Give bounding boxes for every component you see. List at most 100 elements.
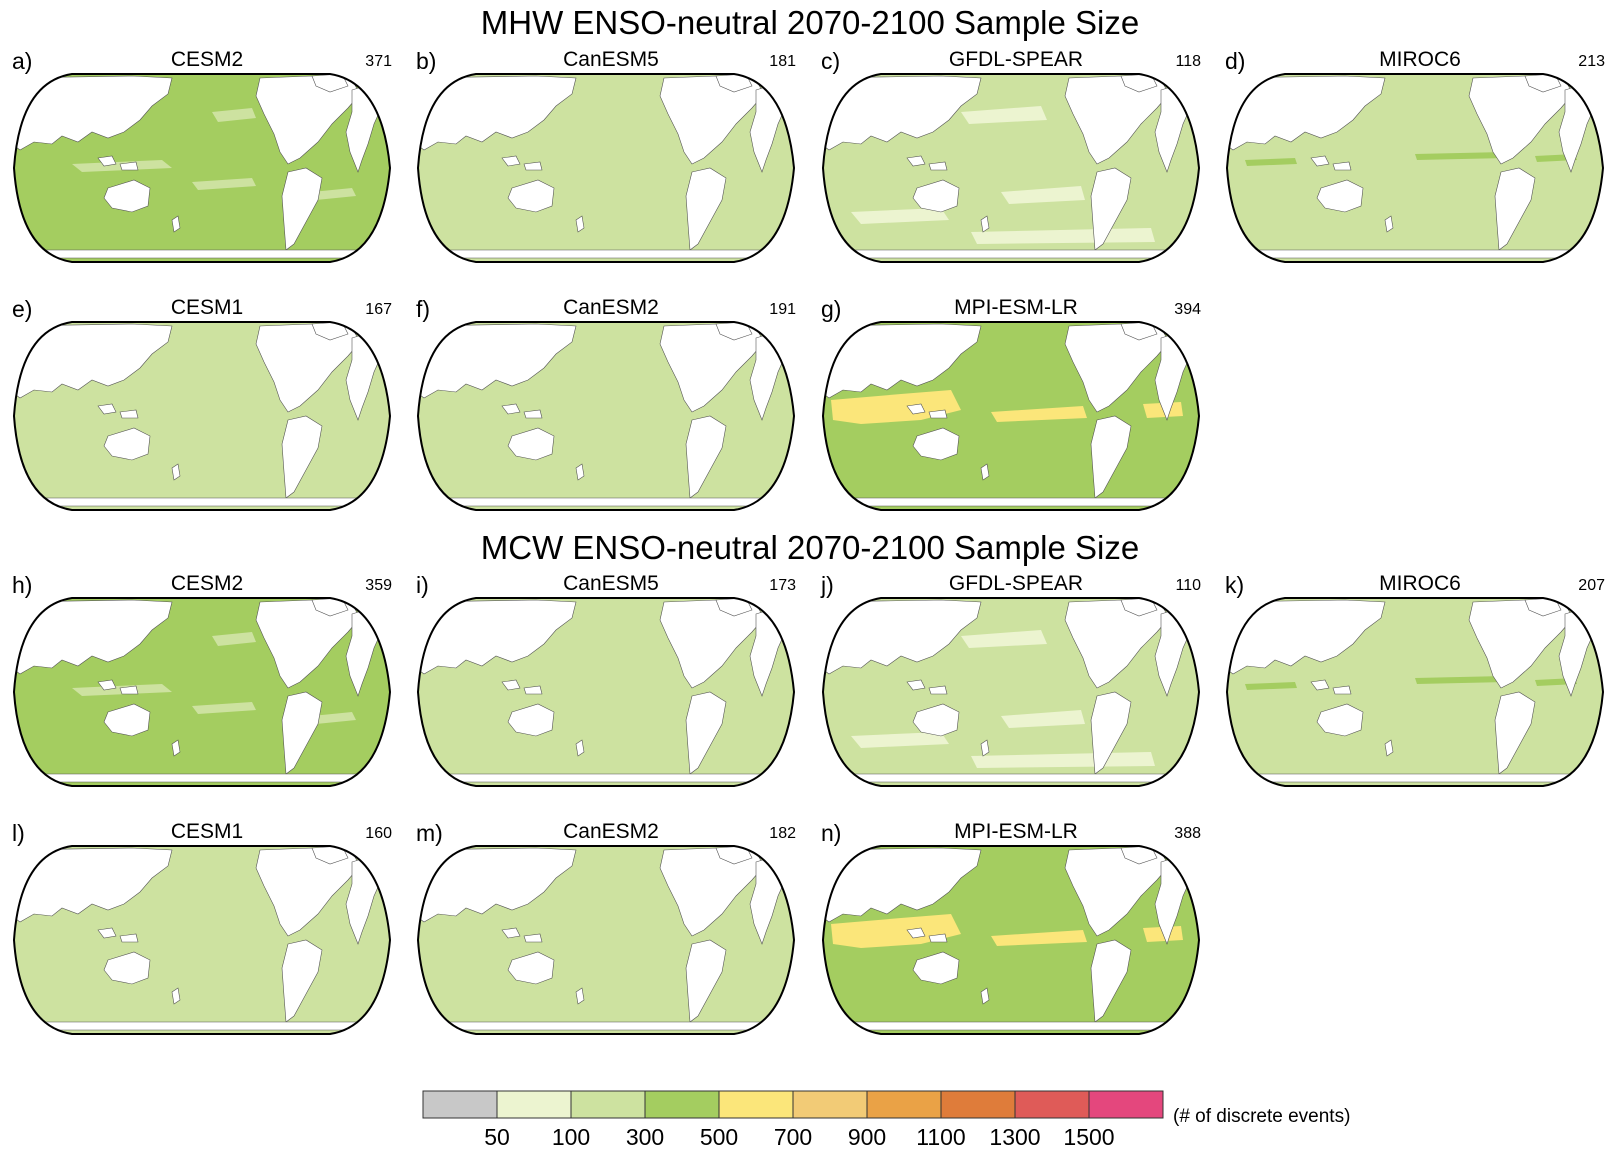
land-mass xyxy=(14,599,173,675)
panel-sample-count: 181 xyxy=(769,53,796,70)
map-outline xyxy=(821,73,1201,263)
land-mass xyxy=(501,679,521,691)
map-panel: f) CanESM2 191 xyxy=(416,296,806,526)
land-mass xyxy=(171,739,181,757)
colorbar-segment xyxy=(1088,1090,1164,1119)
land-mass xyxy=(1310,679,1330,691)
map-panel: j) GFDL-SPEAR 110 xyxy=(821,572,1211,802)
land-mass xyxy=(823,323,982,399)
land-mass xyxy=(119,685,139,695)
land-mass xyxy=(1494,691,1536,775)
map-outline xyxy=(416,597,796,787)
event-count-patch xyxy=(991,406,1087,422)
map-outline xyxy=(12,597,392,787)
section-title-mcw: MCW ENSO-neutral 2070-2100 Sample Size xyxy=(480,529,1140,566)
land-mass xyxy=(507,951,555,985)
panel-letter: f) xyxy=(416,296,431,322)
panel-letter: h) xyxy=(12,572,33,598)
colorbar-segment xyxy=(570,1090,646,1119)
land-mass xyxy=(928,685,948,695)
panel-sample-count: 388 xyxy=(1174,825,1201,842)
robinson-map xyxy=(821,845,1201,1035)
land-mass xyxy=(906,155,926,167)
event-count-patch xyxy=(831,390,961,424)
land-mass xyxy=(575,463,585,481)
land-mass xyxy=(1384,215,1394,233)
colorbar-segment xyxy=(1014,1090,1090,1119)
panel-sample-count: 173 xyxy=(769,577,796,594)
land-mass xyxy=(97,679,117,691)
land-mass xyxy=(171,215,181,233)
land-mass xyxy=(31,773,371,783)
robinson-map xyxy=(821,597,1201,787)
land-mass xyxy=(823,75,982,151)
land-mass xyxy=(501,927,521,939)
map-panel: n) MPI-ESM-LR 388 xyxy=(821,820,1211,1050)
land-mass xyxy=(1316,703,1364,737)
panel-model-name: CESM2 xyxy=(170,572,244,595)
land-mass xyxy=(840,497,1180,507)
map-panel: d) MIROC6 213 xyxy=(1225,48,1615,278)
panel-letter: m) xyxy=(416,820,443,846)
land-mass xyxy=(14,75,173,151)
event-count-patch xyxy=(312,712,356,724)
land-mass xyxy=(507,427,555,461)
map-panel: h) CESM2 359 xyxy=(12,572,402,802)
land-mass xyxy=(103,179,151,213)
land-mass xyxy=(1244,773,1584,783)
colorbar-tick-label: 1300 xyxy=(989,1124,1041,1150)
land-mass xyxy=(119,161,139,171)
land-mass xyxy=(501,155,521,167)
map-panel: b) CanESM5 181 xyxy=(416,48,806,278)
panel-letter: a) xyxy=(12,48,33,74)
event-count-patch xyxy=(1245,682,1297,690)
colorbar-label: (# of discrete events) xyxy=(1173,1106,1351,1127)
panel-model-name: CanESM2 xyxy=(563,296,659,319)
land-mass xyxy=(980,987,990,1005)
land-mass xyxy=(685,415,727,499)
map-outline xyxy=(416,321,796,511)
land-mass xyxy=(171,463,181,481)
land-mass xyxy=(575,739,585,757)
land-mass xyxy=(281,691,323,775)
land-mass xyxy=(31,497,371,507)
colorbar-segment xyxy=(940,1090,1016,1119)
map-outline xyxy=(12,845,392,1035)
land-mass xyxy=(906,403,926,415)
colorbar-tick-label: 700 xyxy=(773,1124,813,1150)
land-mass xyxy=(14,323,173,399)
panel-sample-count: 191 xyxy=(769,301,796,318)
panel-model-name: GFDL-SPEAR xyxy=(948,48,1084,71)
map-panel: a) CESM2 371 xyxy=(12,48,402,278)
land-mass xyxy=(119,409,139,419)
map-outline xyxy=(416,845,796,1035)
panel-sample-count: 167 xyxy=(365,301,392,318)
land-mass xyxy=(1244,249,1584,259)
land-mass xyxy=(685,167,727,251)
robinson-map xyxy=(821,73,1201,263)
land-mass xyxy=(523,933,543,943)
event-count-patch xyxy=(1001,186,1085,204)
land-mass xyxy=(523,409,543,419)
panel-model-name: MIROC6 xyxy=(1379,48,1461,71)
colorbar-tick-label: 100 xyxy=(551,1124,591,1150)
land-mass xyxy=(912,179,960,213)
colorbar-segment xyxy=(422,1090,498,1119)
panel-model-name: CanESM5 xyxy=(563,572,659,595)
land-mass xyxy=(435,249,775,259)
land-mass xyxy=(119,933,139,943)
land-mass xyxy=(97,155,117,167)
land-mass xyxy=(823,599,982,675)
panel-letter: e) xyxy=(12,296,33,322)
map-outline xyxy=(1225,597,1605,787)
land-mass xyxy=(1332,685,1352,695)
land-mass xyxy=(928,933,948,943)
panel-sample-count: 371 xyxy=(365,53,392,70)
land-mass xyxy=(507,703,555,737)
panel-letter: n) xyxy=(821,820,842,846)
land-mass xyxy=(418,323,577,399)
event-count-patch xyxy=(1415,152,1507,160)
panel-letter: g) xyxy=(821,296,842,322)
panel-sample-count: 182 xyxy=(769,825,796,842)
colorbar-tick-label: 500 xyxy=(699,1124,739,1150)
